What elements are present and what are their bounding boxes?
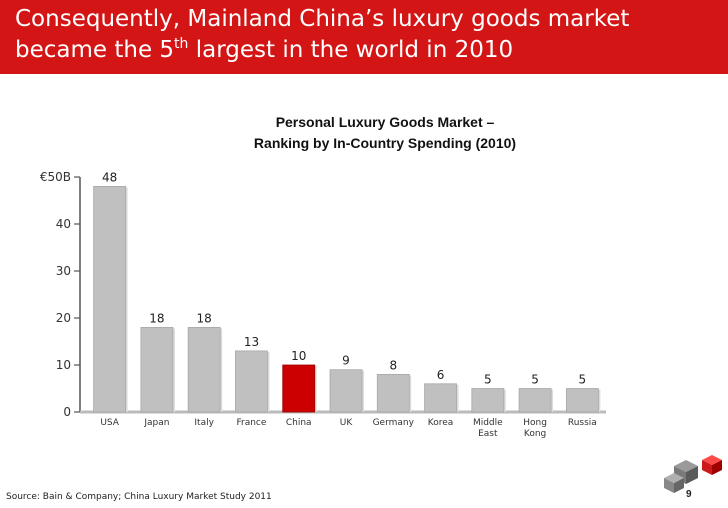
bar-italy bbox=[187, 326, 221, 413]
slide-title: Consequently, Mainland China’s luxury go… bbox=[15, 4, 715, 66]
bar-middle-east bbox=[471, 388, 505, 413]
slide-title-line2: became the 5th largest in the world in 2… bbox=[15, 35, 715, 66]
data-label: 18 bbox=[149, 311, 164, 325]
bar-france bbox=[235, 350, 268, 413]
y-tick-label: 20 bbox=[56, 311, 71, 325]
bar-japan bbox=[140, 326, 174, 413]
slide-title-line2-pre: became the 5 bbox=[15, 37, 175, 63]
chart-title: Personal Luxury Goods Market – Ranking b… bbox=[200, 112, 570, 154]
x-tick-label: Korea bbox=[428, 418, 454, 428]
x-tick-label: Italy bbox=[194, 418, 214, 428]
bar-usa bbox=[93, 185, 127, 413]
chart-title-line2: Ranking by In-Country Spending (2010) bbox=[253, 135, 517, 151]
data-label: 48 bbox=[102, 170, 117, 184]
x-tick-label: Japan bbox=[143, 418, 169, 428]
x-tick-label: Kong bbox=[524, 429, 546, 439]
company-logo-icon bbox=[664, 455, 722, 493]
x-tick-label: UK bbox=[340, 418, 354, 428]
slide-title-line2-post: largest in the world in 2010 bbox=[188, 37, 514, 63]
data-label: 9 bbox=[342, 354, 350, 368]
bar-chart: 0 10 20 30 40 €50B 48 USA 18 Japan 18 Italy 13 France… bbox=[40, 170, 606, 439]
bar-korea bbox=[424, 383, 457, 413]
data-label: 5 bbox=[484, 373, 492, 387]
data-label: 6 bbox=[437, 368, 445, 382]
header-bar bbox=[0, 0, 728, 74]
data-label: 8 bbox=[389, 358, 397, 372]
y-tick-label: €50B bbox=[40, 170, 71, 184]
x-tick-label: Germany bbox=[373, 418, 415, 428]
slide-title-superscript: th bbox=[174, 36, 189, 52]
y-tick-label: 30 bbox=[56, 264, 71, 278]
x-tick-label: Russia bbox=[568, 418, 597, 428]
bar-uk bbox=[329, 369, 363, 413]
data-label: 5 bbox=[531, 373, 539, 387]
data-label: 10 bbox=[291, 349, 306, 363]
data-label: 18 bbox=[197, 311, 212, 325]
chart-title-line1: Personal Luxury Goods Market – bbox=[275, 114, 495, 130]
bar-china bbox=[282, 364, 316, 413]
x-tick-label: East bbox=[478, 429, 498, 439]
slide-title-line1: Consequently, Mainland China’s luxury go… bbox=[15, 6, 630, 32]
x-tick-label: Hong bbox=[523, 418, 547, 428]
source-note: Source: Bain & Company; China Luxury Mar… bbox=[6, 492, 272, 502]
bar-hong-kong bbox=[518, 388, 552, 413]
y-tick-label: 10 bbox=[56, 358, 71, 372]
y-tick-label: 0 bbox=[63, 405, 71, 419]
x-tick-label: France bbox=[236, 418, 266, 428]
x-tick-label: China bbox=[286, 418, 312, 428]
data-label: 5 bbox=[579, 373, 587, 387]
x-tick-label: USA bbox=[100, 418, 119, 428]
bar-germany bbox=[376, 373, 410, 413]
page-number: 9 bbox=[686, 489, 692, 500]
x-tick-label: Middle bbox=[473, 418, 503, 428]
data-label: 13 bbox=[244, 335, 259, 349]
bar-russia bbox=[565, 388, 599, 413]
y-tick-label: 40 bbox=[56, 217, 71, 231]
